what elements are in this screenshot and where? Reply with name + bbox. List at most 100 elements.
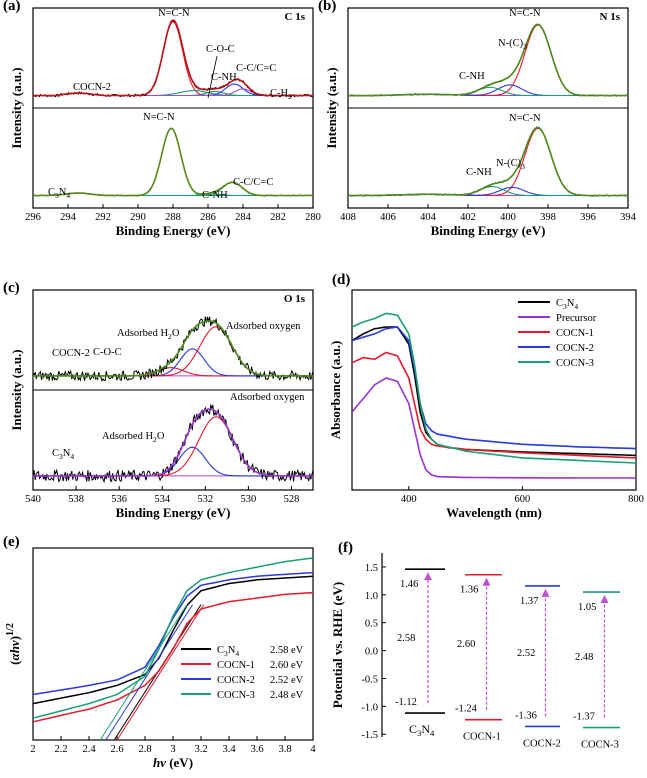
panel-b-annotation: N-(C)3: [496, 158, 525, 171]
panel-a-annotation: C-C/C=C: [233, 177, 273, 188]
panel-f-vb-label: 1.46: [400, 579, 418, 590]
panel-b-fit-cocn-2: [348, 23, 628, 97]
panel-f-arrowhead: [541, 588, 550, 597]
panel-a-xtick-label: 284: [235, 212, 252, 223]
panel-d-frame: [351, 289, 637, 491]
panel-d-ylabel: Absorbance (a.u.): [328, 341, 343, 440]
panel-f-vb-label: 1.36: [460, 585, 478, 596]
panel-b-tag: N 1s: [600, 11, 621, 23]
panel-f-cb-label: -1.37: [573, 712, 595, 723]
panel-f-gap-label: 2.58: [397, 633, 415, 644]
panel-a-fit-c3n4: [33, 127, 313, 197]
panel-e-tangent-cocn-1: [116, 604, 205, 741]
panel-e-xtick-label: 3.4: [222, 744, 236, 755]
panel-f-ytick-label: 0.5: [365, 619, 378, 630]
panel-e-frame: [32, 547, 314, 741]
panel-a-annotation: N=C-N: [158, 8, 190, 19]
panel-c-component-adsorbed-h2o: [33, 446, 313, 477]
panel-d-series-precursor: [351, 377, 636, 479]
panel-b-xtick-label: 394: [620, 212, 637, 223]
panel-c-annotation: C3N4: [52, 448, 74, 461]
panel-a-annotation: C-O-C: [206, 44, 235, 55]
panel-b-xtick-label: 396: [580, 212, 596, 223]
panel-e-legend-value: 2.52 eV: [270, 675, 304, 686]
panel-e-legend-value: 2.58 eV: [270, 645, 304, 656]
panel-b-xtick-label: 398: [540, 212, 556, 223]
panel-b-component-n-c-3: [348, 186, 628, 197]
panel-f-ytick-label: 1.0: [365, 591, 378, 602]
panel-b-annotation: C-NH: [466, 167, 492, 178]
panel-c-annotation: C-O-C: [93, 347, 122, 358]
panel-e-xtick-label: 3.6: [250, 744, 263, 755]
panel-d-xtick-label: 800: [628, 494, 644, 505]
panel-c-raw-c3n4: [32, 403, 314, 484]
panel-d-legend-label: COCN-3: [556, 358, 594, 369]
panel-f-ytick-label: -0.5: [361, 674, 378, 685]
panel-c-annotation: Adsorbed oxygen: [230, 392, 305, 403]
panel-f-gap-label: 2.52: [517, 648, 535, 659]
panel-c-xtick-label: 538: [68, 494, 84, 505]
panel-e-legend-label: COCN-3: [217, 690, 255, 701]
panel-b-annotation: N-(C)3: [498, 38, 527, 51]
panel-d-legend-label: Precursor: [556, 313, 597, 324]
panel-a-xtick-label: 296: [25, 212, 41, 223]
panel-c-annotation: COCN-2: [52, 348, 90, 359]
panel-b-xlabel: Binding Energy (eV): [431, 223, 546, 238]
panel-a-annotation: C-NH: [202, 190, 228, 201]
panel-f-material-label: COCN-2: [523, 738, 561, 749]
panel-b-annotation: N=C-N: [509, 113, 541, 124]
panel-d-letter: (d): [332, 272, 350, 288]
panel-f-ytick-label: 1.5: [365, 563, 378, 574]
panel-e-series-c3n4: [32, 575, 314, 705]
panel-f-material-label: C3N4: [409, 722, 435, 738]
panel-a-tag: C 1s: [285, 11, 306, 23]
panel-f-gap-label: 2.48: [575, 652, 593, 663]
panel-a-xtick-label: 290: [130, 212, 146, 223]
panel-c-annotation: Adsorbed oxygen: [226, 321, 301, 332]
panel-e-xtick-label: 2: [30, 744, 35, 755]
panel-e-xtick-label: 3.8: [278, 744, 291, 755]
panel-d-xlabel: Wavelength (nm): [446, 505, 542, 520]
panel-b-letter: (b): [318, 0, 336, 14]
panel-c-xtick-label: 540: [25, 494, 41, 505]
panel-e-series-cocn-3: [32, 557, 314, 719]
panel-a-annotation: C3N4: [48, 187, 70, 200]
panel-c-fit-c3n4: [33, 408, 313, 477]
panel-f-ytick-label: -1.5: [361, 730, 378, 741]
panel-e-xtick-label: 3: [170, 744, 175, 755]
panel-b-component-c-nh: [348, 86, 628, 97]
panel-a-xlabel: Binding Energy (eV): [116, 223, 231, 238]
panel-e-ylabel: (αhv)1/2: [5, 623, 22, 665]
panel-b-xtick-label: 408: [340, 212, 356, 223]
panel-c-annotation: Adsorbed H2O: [117, 328, 180, 341]
panel-a-xtick-label: 294: [60, 212, 77, 223]
panel-b-xtick-label: 400: [500, 212, 516, 223]
panel-f-material-label: COCN-3: [581, 740, 619, 751]
panel-c-raw-cocn-2: [32, 316, 314, 382]
panel-c-ylabel: Intensity (a.u.): [9, 349, 24, 430]
panel-c-xtick-label: 528: [284, 494, 300, 505]
panel-e-xtick-label: 2.8: [138, 744, 151, 755]
panel-a-ylabel: Intensity (a.u.): [9, 67, 24, 148]
panel-a-annotation: C-H2: [270, 88, 292, 101]
panel-f-arrowhead: [600, 595, 609, 604]
panel-e-letter: (e): [3, 534, 20, 550]
panel-c-letter: (c): [3, 280, 20, 296]
panel-e-series-cocn-1: [32, 591, 314, 723]
panel-e-legend-label: COCN-1: [217, 660, 255, 671]
panel-b-component-n-c-3: [348, 84, 628, 97]
panel-c-xlabel: Binding Energy (eV): [116, 505, 231, 520]
panel-d-xtick-label: 400: [401, 494, 417, 505]
panel-f-letter: (f): [338, 540, 353, 556]
panel-e-legend-label: C3N4: [217, 645, 239, 658]
panel-f-ylabel: Potential vs. RHE (eV): [330, 582, 345, 708]
panel-b-fit-c3n4: [348, 126, 628, 197]
panel-c-tag: O 1s: [284, 293, 306, 305]
panel-a-annotation-pointer: [207, 55, 218, 99]
panel-e-tangent-cocn-3: [99, 604, 188, 741]
panel-f-cb-label: -1.36: [515, 710, 537, 721]
panel-c-annotation: Adsorbed H2O: [102, 431, 165, 444]
panel-f-ytick-label: 0.0: [365, 647, 378, 658]
panel-b-annotation: N=C-N: [509, 8, 541, 19]
